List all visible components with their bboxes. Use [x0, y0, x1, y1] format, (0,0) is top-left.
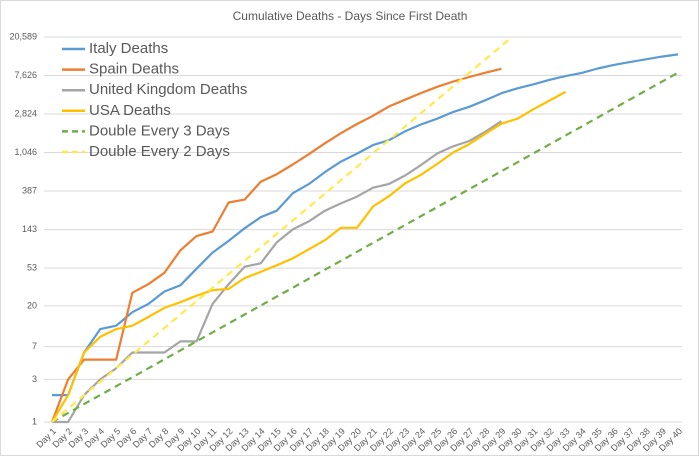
- series-line: [51, 90, 567, 423]
- series-line: [51, 37, 514, 423]
- legend-label: USA Deaths: [89, 102, 171, 119]
- legend-label: Spain Deaths: [89, 61, 179, 78]
- legend-label: United Kingdom Deaths: [89, 81, 247, 98]
- y-tick-label: 20: [27, 300, 37, 310]
- chart-title: Cumulative Deaths - Days Since First Dea…: [233, 9, 468, 23]
- series-line: [52, 53, 679, 397]
- series-line: [52, 120, 503, 424]
- y-tick-label: 1: [32, 416, 37, 426]
- y-tick-label: 53: [27, 262, 37, 272]
- y-tick-label: 7,626: [14, 70, 37, 80]
- y-tick-label: 7: [32, 341, 37, 351]
- legend-label: Double Every 2 Days: [89, 143, 230, 160]
- legend-label: Italy Deaths: [89, 40, 168, 57]
- y-tick-label: 20,589: [9, 31, 37, 41]
- y-tick-label: 2,824: [14, 108, 37, 118]
- y-tick-label: 1,046: [14, 147, 37, 157]
- plot-area: [50, 37, 679, 424]
- series-line: [50, 67, 502, 423]
- y-tick-label: 3: [32, 374, 37, 384]
- legend-label: Double Every 3 Days: [89, 122, 230, 139]
- y-tick-label: 387: [22, 185, 37, 195]
- y-tick-label: 143: [22, 224, 37, 234]
